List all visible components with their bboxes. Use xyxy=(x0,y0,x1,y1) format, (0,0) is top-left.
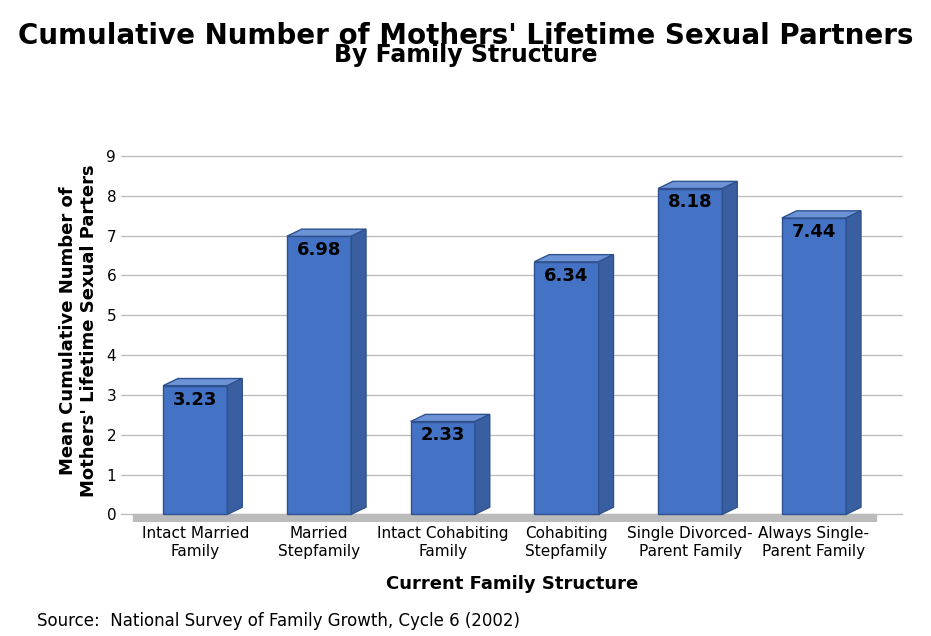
Polygon shape xyxy=(351,229,366,515)
Polygon shape xyxy=(534,254,614,262)
Bar xyxy=(163,385,227,515)
Bar xyxy=(133,515,876,522)
Bar xyxy=(287,237,351,515)
Text: 7.44: 7.44 xyxy=(791,223,836,241)
Text: 2.33: 2.33 xyxy=(421,427,465,445)
Text: Cumulative Number of Mothers' Lifetime Sexual Partners: Cumulative Number of Mothers' Lifetime S… xyxy=(18,22,913,50)
Polygon shape xyxy=(782,211,861,218)
Polygon shape xyxy=(163,378,242,385)
Polygon shape xyxy=(411,415,490,422)
Polygon shape xyxy=(287,229,366,237)
Y-axis label: Mean Cumulative Number of
Mothers' Lifetime Sexual Parters: Mean Cumulative Number of Mothers' Lifet… xyxy=(60,165,98,497)
Text: By Family Structure: By Family Structure xyxy=(333,43,598,67)
Polygon shape xyxy=(227,378,242,515)
X-axis label: Current Family Structure: Current Family Structure xyxy=(386,576,638,593)
Bar xyxy=(411,422,475,515)
Text: 6.34: 6.34 xyxy=(545,266,588,285)
Polygon shape xyxy=(722,181,737,515)
Text: 3.23: 3.23 xyxy=(173,391,218,409)
Polygon shape xyxy=(599,254,614,515)
Text: 6.98: 6.98 xyxy=(297,241,342,259)
Polygon shape xyxy=(475,415,490,515)
Text: Source:  National Survey of Family Growth, Cycle 6 (2002): Source: National Survey of Family Growth… xyxy=(37,612,520,630)
Polygon shape xyxy=(658,181,737,188)
Bar xyxy=(658,188,722,515)
Polygon shape xyxy=(846,211,861,515)
Text: 8.18: 8.18 xyxy=(668,193,712,211)
Bar xyxy=(534,262,599,515)
Bar xyxy=(782,218,846,515)
